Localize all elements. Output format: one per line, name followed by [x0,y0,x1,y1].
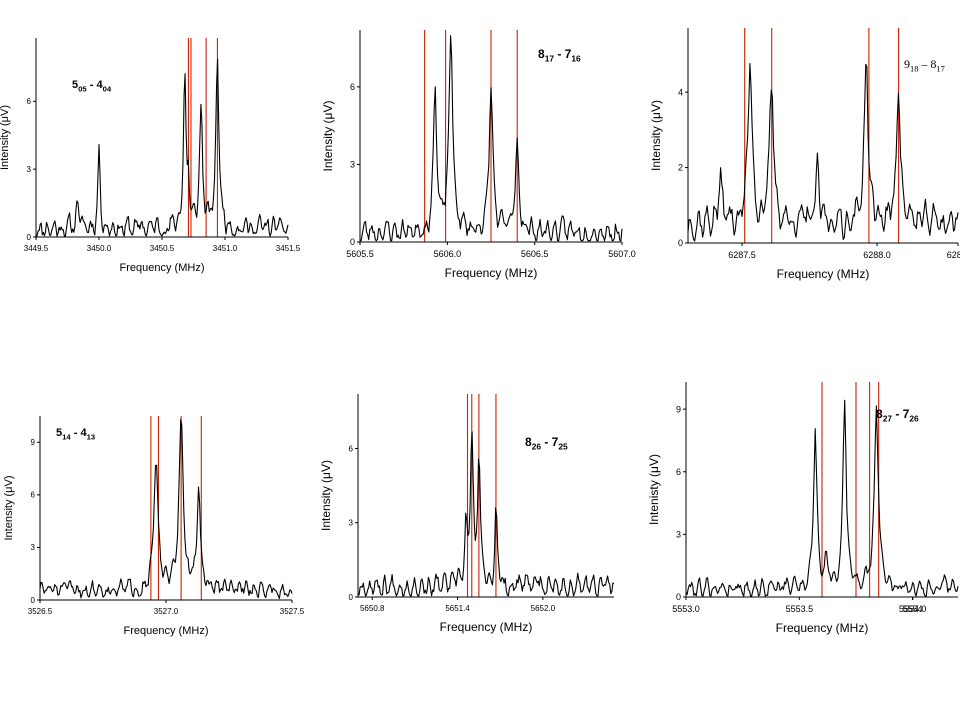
y-axis-label: Intenisty (μV) [647,454,661,525]
spectrum-panel-1: 0 3 6 3449.5 3450.0 3450.5 3451.0 3451.5 Frequen… [0,38,301,274]
x-tick-label: 5553.5 [786,604,814,614]
y-axis-label: Intensity (μV) [649,100,663,171]
x-axis-label: Frequency (MHz) [124,625,209,637]
transition-label-main: 5 [56,427,62,439]
x-tick-label: 5607.0 [608,249,636,259]
transition-label-sub2: 04 [103,84,112,93]
y-tick-label: 3 [31,543,36,552]
transition-label-sub1: 18 [910,65,918,74]
transition-label-mid: - 4 [87,79,104,91]
transition-label-sub2: 16 [571,54,581,64]
x-tick-label: 5651.4 [445,604,470,613]
transition-label-main: 5 [72,79,78,91]
transition-label-mid: - 4 [71,427,88,439]
spectrum-trace [357,431,615,597]
x-tick-label: 3450.0 [87,244,112,253]
x-tick-label: 3451.5 [276,244,301,253]
spectrum-panel-5: 0 3 6 5650.8 5651.4 5652.0 Frequency (MHz) Inte… [319,394,615,634]
transition-label: 514 - 413 [56,427,95,441]
transition-label-sub2: 25 [558,442,568,452]
spectrum-panel-3: 0 2 4 6287.5 6288.0 6288. Frequency (MHz) Inten… [649,28,960,281]
y-tick-label: 6 [349,444,354,453]
transition-label-sub2: 26 [909,414,919,424]
x-tick-label: 6288.0 [863,250,891,260]
transition-label: 817 - 716 [538,47,581,64]
transition-label-sub1: 05 [78,84,87,93]
transition-label-sub1: 26 [532,442,542,452]
x-tick-label: 5553.0 [672,604,700,614]
y-tick-label: 6 [31,491,36,500]
x-tick-label: 3451.0 [213,244,238,253]
y-axis-label: Intensity (μV) [0,105,11,170]
x-tick-label: 5606.0 [434,249,462,259]
y-axis-label: Intensity (μV) [321,101,335,172]
transition-label-main: 9 [904,57,910,71]
y-tick-label: 0 [27,233,32,242]
y-tick-label: 0 [676,592,681,602]
y-tick-label: 9 [676,404,681,414]
spectrum-panel-4: 0 3 6 9 3526.5 3527.0 3527.5 Frequency (MHz) Int… [3,416,305,637]
transition-label-mid: - 7 [541,435,559,449]
transition-label: 827 - 726 [876,407,919,424]
transition-label-mid: - 7 [892,407,910,421]
spectrum-trace [687,62,959,242]
y-tick-label: 0 [31,596,36,605]
spectrum-trace [359,35,623,242]
y-axis-label: Intensity (μV) [319,460,333,531]
x-tick-label: 5554.0 [899,604,927,614]
y-tick-label: 2 [678,163,683,173]
x-axis-label: Frequency (MHz) [440,620,533,634]
y-tick-label: 0 [350,237,355,247]
y-axis-label: Intensity (μV) [3,475,15,540]
spectrum-panel-2: 0 3 6 5605.5 5606.0 5606.5 5607.0 Frequency (MH… [321,30,636,280]
transition-label-main: 8 [525,435,532,449]
x-axis-label: Frequency (MHz) [777,267,870,281]
x-axis-label: Frequency (MHz) [445,266,538,280]
x-tick-label: 3527.0 [154,607,179,616]
y-tick-label: 6 [676,467,681,477]
y-tick-label: 0 [349,593,354,602]
transition-label: 505 - 404 [72,79,112,93]
transition-label-mid: – 8 [918,57,936,71]
x-tick-label: 3526.5 [28,607,53,616]
transition-label-sub2: 17 [936,65,944,74]
y-tick-label: 3 [676,530,681,540]
y-tick-label: 6 [27,97,32,106]
x-tick-label: 5606.5 [521,249,549,259]
x-tick-label: 6287.5 [728,250,756,260]
x-tick-label: 3527.5 [280,607,305,616]
transition-label-main: 8 [876,407,883,421]
x-tick-label: 3449.5 [24,244,49,253]
x-tick-label: 6288. [947,250,960,260]
x-axis-label: Frequency (MHz) [776,621,869,635]
y-tick-label: 3 [350,160,355,170]
y-tick-label: 4 [678,87,683,97]
transition-label-main: 8 [538,47,545,61]
spectrum-trace [685,399,959,597]
x-tick-label: 5650.8 [360,604,385,613]
spectrum-trace [39,419,293,600]
transition-label-sub1: 27 [883,414,893,424]
transition-label: 826 - 725 [525,435,568,452]
x-tick-label: 5652.0 [531,604,556,613]
spectrum-trace [36,58,289,237]
x-tick-label: 5554 [903,604,923,614]
transition-label-sub1: 17 [545,54,555,64]
transition-label-sub2: 13 [87,432,96,441]
y-tick-label: 3 [349,519,354,528]
x-tick-label: 5605.5 [346,249,374,259]
transition-label-sub1: 14 [62,432,71,441]
x-tick-label: 3450.5 [150,244,175,253]
x-axis-label: Frequency (MHz) [120,262,205,274]
transition-label-mid: - 7 [554,47,572,61]
y-tick-label: 0 [678,238,683,248]
y-tick-label: 6 [350,82,355,92]
transition-label: 918 – 817 [904,57,945,74]
y-tick-label: 3 [27,165,32,174]
y-tick-label: 9 [31,438,36,447]
